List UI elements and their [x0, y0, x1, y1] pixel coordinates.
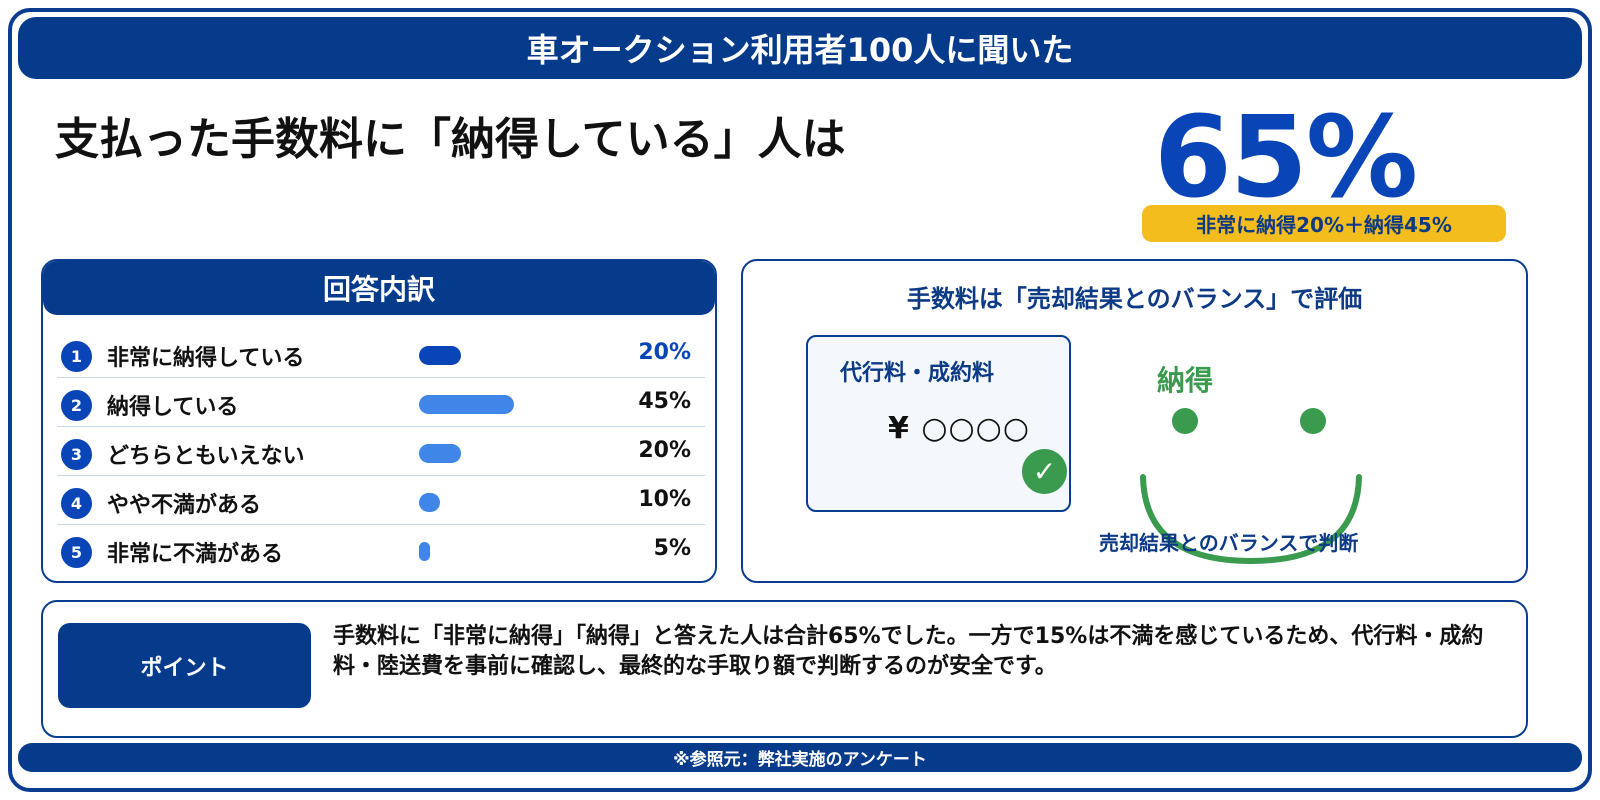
smiley-left-eye: [1172, 408, 1198, 434]
row-number-badge: 1: [61, 341, 92, 372]
row-category-label: 非常に納得している: [107, 346, 305, 371]
top-banner: 車オークション利用者100人に聞いた: [18, 17, 1582, 79]
summary-breakdown-text: 非常に納得20%＋納得45%: [1196, 213, 1452, 237]
summary-percent: 65%: [1153, 93, 1418, 223]
bar: [419, 542, 430, 561]
row-category-label: 納得している: [107, 395, 239, 420]
breakdown-row: 5 非常に不満がある 5%: [57, 525, 705, 574]
fee-card-title: 代行料・成約料: [840, 361, 995, 386]
row-number-badge: 3: [61, 439, 92, 470]
point-text: 手数料に「非常に納得」「納得」と答えた人は合計65%でした。一方で15%は不満を…: [333, 624, 1484, 680]
bar: [419, 346, 461, 365]
breakdown-row: 2 納得している 45%: [57, 378, 705, 427]
breakdown-panel-header: 回答内訳: [43, 261, 715, 315]
fee-card: 代行料・成約料 ¥ ○○○○ ✓: [806, 335, 1071, 512]
row-number-badge: 5: [61, 537, 92, 568]
point-badge-label: ポイント: [140, 655, 229, 681]
satisfied-label: 納得: [1157, 364, 1214, 397]
bar: [419, 395, 514, 414]
row-number-badge: 2: [61, 390, 92, 421]
footer: ※参照元：弊社実施のアンケート: [18, 743, 1582, 772]
row-category-label: 非常に不満がある: [107, 542, 284, 567]
row-category-label: やや不満がある: [107, 493, 262, 518]
row-number-badge: 4: [61, 488, 92, 519]
check-icon: ✓: [1022, 449, 1067, 494]
row-value-label: 20%: [638, 438, 691, 463]
smiley-mouth: [1140, 474, 1362, 565]
bar: [419, 444, 461, 463]
row-value-label: 5%: [653, 536, 691, 561]
headline: 支払った手数料に「納得している」人は: [55, 114, 846, 165]
smiley-right-eye: [1300, 408, 1326, 434]
balance-panel-title: 手数料は「売却結果とのバランス」で評価: [906, 285, 1363, 313]
breakdown-row: 3 どちらともいえない 20%: [57, 427, 705, 476]
fee-card-amount: ¥ ○○○○: [888, 411, 1031, 446]
row-value-label: 45%: [638, 389, 691, 414]
breakdown-row: 1 非常に納得している 20%: [57, 329, 705, 378]
row-value-label: 10%: [638, 487, 691, 512]
smiley-face-icon: [1140, 408, 1362, 565]
breakdown-row: 4 やや不満がある 10%: [57, 476, 705, 525]
point-badge: ポイント: [58, 623, 311, 708]
balance-caption: 売却結果とのバランスで判断: [1099, 531, 1359, 555]
banner-title: 車オークション利用者100人に聞いた: [526, 31, 1074, 69]
breakdown-panel: 回答内訳 1 非常に納得している 20% 2 納得している 45% 3 どちらともいえない 20…: [41, 259, 717, 583]
row-value-label: 20%: [638, 340, 691, 365]
outer-frame: [8, 8, 1592, 792]
summary-breakdown-pill: 非常に納得20%＋納得45%: [1142, 205, 1506, 242]
footer-source: ※参照元：弊社実施のアンケート: [673, 750, 927, 770]
point-panel: ポイント 手数料に「非常に納得」「納得」と答えた人は合計65%でした。一方で15…: [41, 600, 1528, 738]
balance-panel: 手数料は「売却結果とのバランス」で評価 代行料・成約料 ¥ ○○○○ ✓ 納得 …: [741, 259, 1528, 583]
breakdown-panel-title: 回答内訳: [322, 273, 435, 306]
row-category-label: どちらともいえない: [107, 444, 305, 469]
bar: [419, 493, 440, 512]
